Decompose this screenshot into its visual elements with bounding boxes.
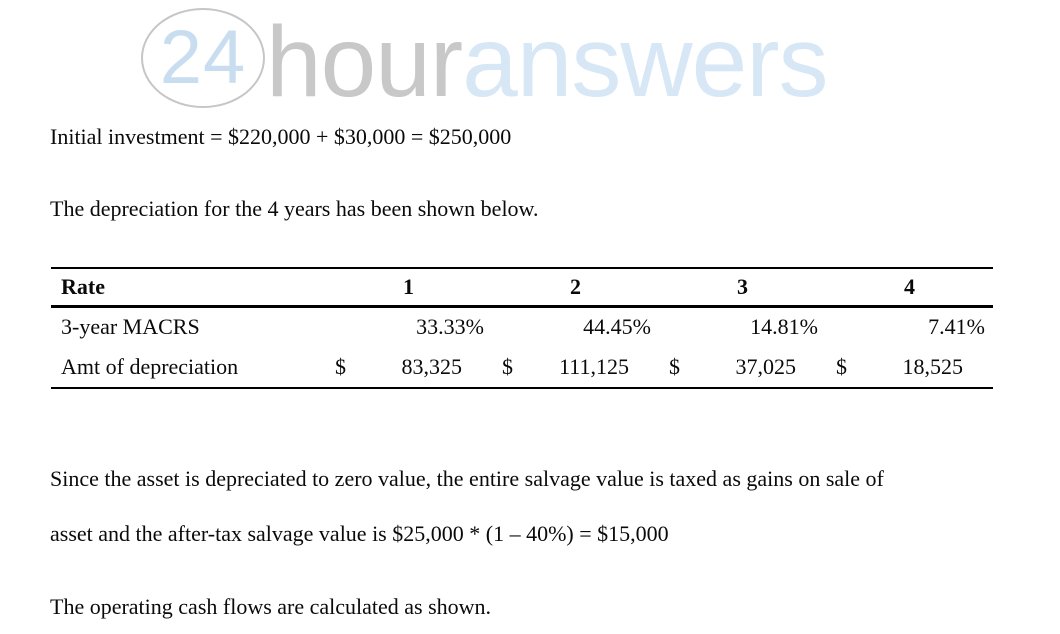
macrs-rate-year-4: 7.41% [928,314,985,340]
table-header-year-4: 4 [904,273,915,299]
depreciation-table: Rate 1 2 3 4 3-year MACRS 33.33% 44.45% … [51,267,993,389]
logo-circle-icon: 24 [141,8,265,108]
table-header-rate: Rate [61,273,105,299]
table-row-amount: Amt of depreciation $ 83,325 $ 111,125 $… [51,347,993,388]
logo-word-hour: hour [266,6,463,118]
logo-word-answers: answers [462,6,828,118]
paragraph-initial-investment: Initial investment = $220,000 + $30,000 … [50,124,512,149]
logo-wordmark: houranswers [266,12,829,112]
amount-row-label: Amt of depreciation [61,354,239,379]
logo: 24 houranswers [0,0,1060,115]
paragraph-operating-cash-flows: The operating cash flows are calculated … [50,594,492,619]
amount-year-4: 18,525 [902,354,964,379]
amount-year-3: 37,025 [735,354,797,379]
macrs-rate-year-2: 44.45% [583,314,651,340]
table-header-year-3: 3 [737,273,748,299]
paragraph-salvage-line-1: Since the asset is depreciated to zero v… [50,466,884,491]
currency-symbol-year-4: $ [836,354,847,379]
macrs-rate-year-1: 33.33% [416,314,484,340]
amount-year-1: 83,325 [401,354,463,379]
paragraph-salvage-line-2: asset and the after-tax salvage value is… [50,521,669,546]
table-header-row: Rate 1 2 3 4 [51,268,993,306]
table-header-year-1: 1 [403,273,414,299]
macrs-row-label: 3-year MACRS [61,314,200,340]
currency-symbol-year-3: $ [669,354,680,379]
currency-symbol-year-2: $ [502,354,513,379]
currency-symbol-year-1: $ [335,354,346,379]
macrs-rate-year-3: 14.81% [750,314,818,340]
logo-badge-24: 24 [159,15,247,100]
amount-year-2: 111,125 [559,354,629,379]
paragraph-depreciation-intro: The depreciation for the 4 years has bee… [50,196,539,221]
table-header-year-2: 2 [570,273,581,299]
table-row-macrs: 3-year MACRS 33.33% 44.45% 14.81% 7.41% [51,306,993,347]
